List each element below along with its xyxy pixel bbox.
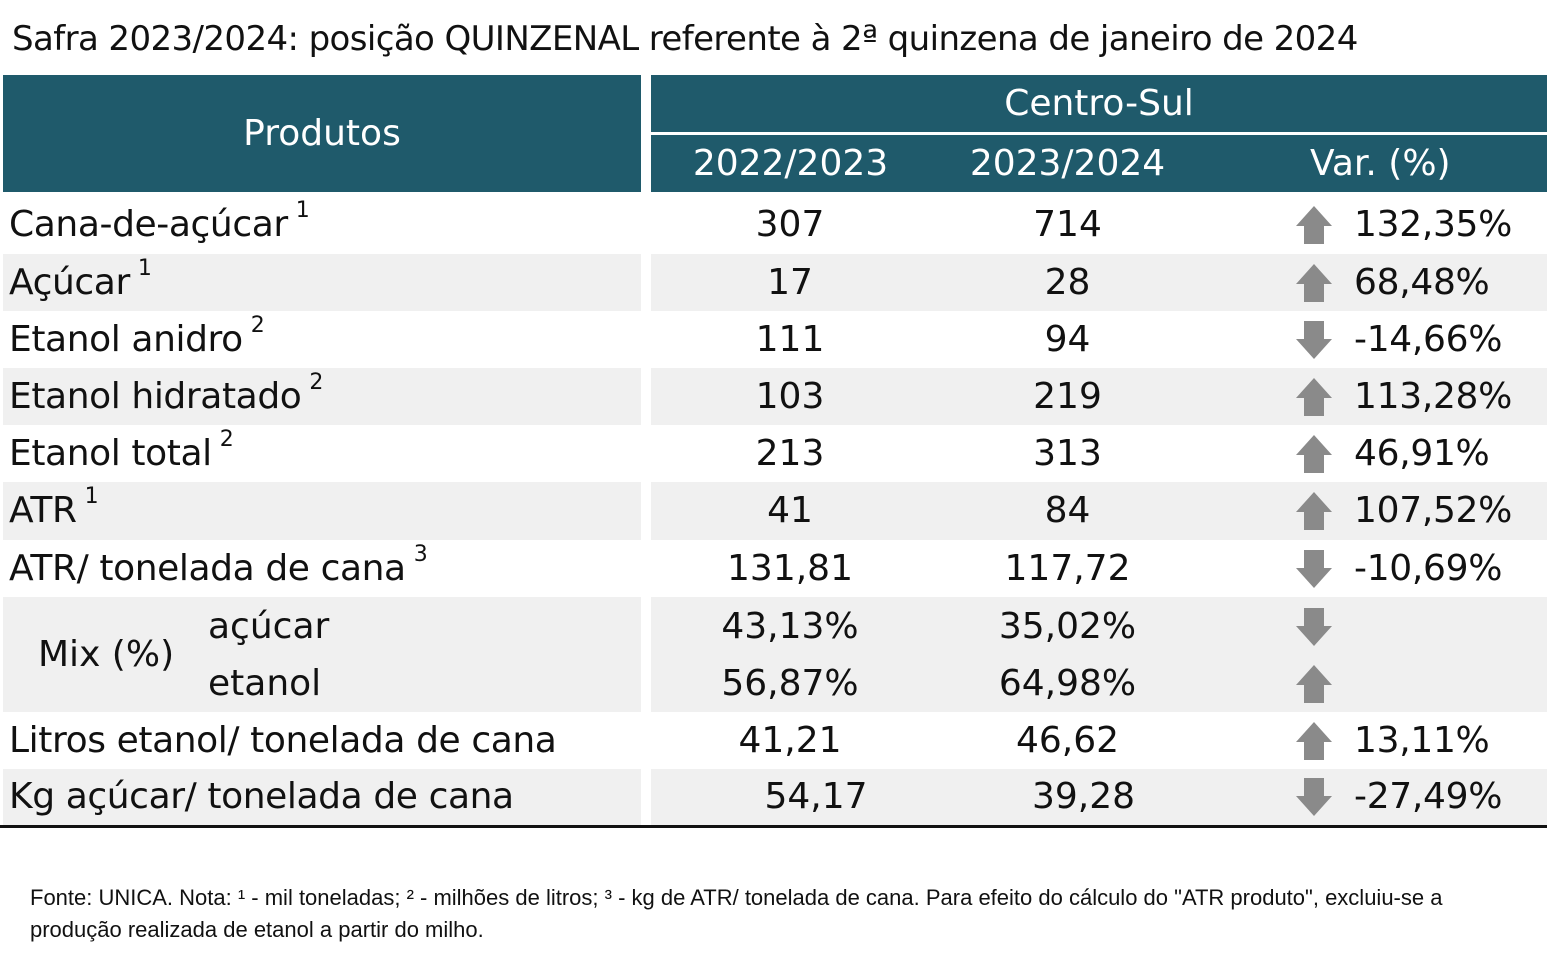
header-products: Produtos (3, 75, 641, 192)
variation-value: 68,48% (1354, 261, 1490, 303)
variation-value: 13,11% (1354, 719, 1490, 761)
header-region-label: Centro-Sul (1004, 82, 1194, 124)
row-label: Litros etanol/ tonelada de cana (9, 719, 557, 761)
row-band (651, 368, 1547, 425)
arrow-up-icon (1296, 206, 1332, 244)
value-2022-2023: 54,17 (764, 776, 868, 817)
value-2023-2024: 46,62 (1015, 719, 1120, 761)
table-row: Etanol anidro 2 111 94 -14,66% (0, 311, 1547, 368)
source-note: Fonte: UNICA. Nota: ¹ - mil toneladas; ²… (30, 885, 1443, 942)
value-2022-2023: 307 (755, 204, 825, 245)
value-2023-2024: 94 (1044, 318, 1091, 360)
row-band (3, 482, 641, 540)
arrow-up-icon (1296, 721, 1332, 760)
table-title: Safra 2023/2024: posição QUINZENAL refer… (12, 19, 1358, 59)
variation-value: 132,35% (1354, 204, 1513, 245)
footnote-marker: 2 (250, 312, 265, 338)
arrow-down-icon (1296, 778, 1332, 816)
row-band (651, 597, 1547, 712)
footnote-marker: 3 (413, 541, 428, 567)
arrow-up-icon (1296, 377, 1332, 416)
variation-value: -10,69% (1354, 547, 1503, 589)
value-2023-2024: 84 (1044, 490, 1091, 531)
row-band (651, 254, 1547, 311)
mix-row-ethanol: etanol 56,87% 64,98% (0, 655, 1547, 712)
arrow-up-icon (1296, 492, 1332, 530)
table-row: Cana-de-açúcar 1 307 714 132,35% (0, 197, 1547, 253)
mix-sugar-2022-2023: 43,13% (721, 605, 859, 647)
row-label: Açúcar (9, 261, 130, 303)
row-label: ATR/ tonelada de cana (9, 547, 406, 589)
arrow-up-icon (1296, 263, 1332, 302)
variation-value: -14,66% (1354, 318, 1503, 360)
variation-value: 107,52% (1354, 490, 1513, 531)
value-2023-2024: 28 (1044, 261, 1091, 303)
footnote-marker: 2 (309, 369, 324, 395)
header-col2: 2023/2024 (930, 135, 1205, 192)
value-2022-2023: 103 (755, 375, 825, 417)
mix-sugar-label: açúcar (208, 605, 330, 647)
row-label: ATR (9, 490, 77, 531)
mix-ethanol-2022-2023: 56,87% (721, 662, 859, 704)
header-col3: Var. (%) (1205, 135, 1547, 192)
value-2023-2024: 39,28 (1031, 776, 1136, 817)
arrow-up-icon (1296, 664, 1332, 703)
row-band (3, 597, 641, 712)
row-label: Etanol total (9, 432, 212, 474)
footnote-marker: 2 (219, 426, 234, 452)
table-row: Açúcar 1 17 28 68,48% (0, 254, 1547, 311)
value-2023-2024: 219 (1033, 375, 1102, 417)
value-2022-2023: 131,81 (727, 547, 853, 589)
header-col1-label: 2022/2023 (692, 142, 889, 184)
table-row: ATR/ tonelada de cana 3 131,81 117,72 -10… (0, 540, 1547, 597)
row-label: Etanol hidratado (9, 375, 302, 417)
value-2022-2023: 213 (755, 432, 825, 474)
variation-value: -27,49% (1354, 776, 1503, 817)
row-band (651, 769, 1547, 825)
row-label: Etanol anidro (9, 318, 243, 360)
row-band (651, 482, 1547, 540)
arrow-down-icon (1296, 607, 1332, 646)
value-2022-2023: 111 (755, 318, 825, 360)
header-products-label: Produtos (243, 112, 401, 154)
mix-sugar-2023-2024: 35,02% (998, 605, 1137, 647)
table-row: Kg açúcar/ tonelada de cana 54,17 39,28 … (0, 769, 1547, 825)
mix-ethanol-2023-2024: 64,98% (998, 662, 1137, 704)
header-col1: 2022/2023 (651, 135, 930, 192)
table-row: Litros etanol/ tonelada de cana 41,21 46… (0, 712, 1547, 769)
footnote-marker: 1 (84, 484, 99, 509)
footnote-marker: 1 (137, 255, 152, 281)
header-region: Centro-Sul (651, 75, 1547, 132)
value-2023-2024: 714 (1033, 204, 1102, 245)
table-bottom-rule (0, 825, 1547, 828)
arrow-down-icon (1296, 549, 1332, 588)
arrow-up-icon (1296, 434, 1332, 473)
variation-value: 46,91% (1354, 432, 1490, 474)
value-2023-2024: 313 (1033, 432, 1102, 474)
value-2023-2024: 117,72 (1004, 547, 1131, 589)
row-label: Kg açúcar/ tonelada de cana (9, 776, 514, 817)
table-row: ATR 1 41 84 107,52% (0, 482, 1547, 540)
mix-block: Mix (%) (0, 597, 1547, 712)
mix-ethanol-label: etanol (208, 662, 322, 704)
row-band (3, 769, 641, 825)
table-row: Etanol hidratado 2 103 219 113,28% (0, 368, 1547, 425)
footnote-marker: 1 (295, 198, 310, 223)
header-divider (651, 132, 1547, 135)
value-2022-2023: 17 (767, 261, 813, 303)
row-label: Cana-de-açúcar (9, 204, 288, 245)
header-col3-label: Var. (%) (1310, 142, 1451, 184)
mix-label: Mix (%) (38, 633, 175, 675)
table-row: Etanol total 2 213 313 46,91% (0, 425, 1547, 482)
header-col2-label: 2023/2024 (969, 142, 1166, 184)
row-band (3, 368, 641, 425)
arrow-down-icon (1296, 320, 1332, 359)
variation-value: 113,28% (1354, 375, 1513, 417)
value-2022-2023: 41,21 (738, 719, 842, 761)
row-band (3, 254, 641, 311)
mix-row-sugar: açúcar 43,13% 35,02% (0, 598, 1547, 655)
value-2022-2023: 41 (767, 490, 813, 531)
